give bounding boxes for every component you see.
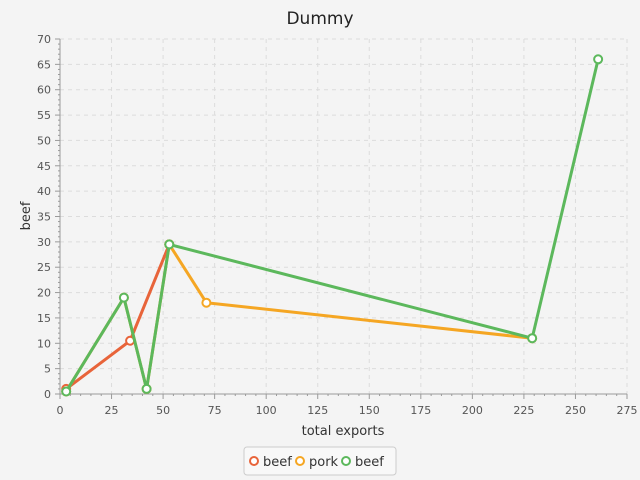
- x-tick-label: 225: [513, 404, 534, 417]
- y-tick-label: 15: [37, 312, 51, 325]
- legend-item[interactable]: beef: [341, 455, 384, 470]
- y-tick-label: 25: [37, 261, 51, 274]
- legend-box: [243, 446, 397, 476]
- legend-marker: [249, 456, 259, 466]
- y-tick-label: 70: [37, 33, 51, 46]
- series-layer: [61, 54, 604, 397]
- x-tick-label: 250: [565, 404, 586, 417]
- data-point[interactable]: [141, 383, 152, 394]
- y-tick-label: 45: [37, 160, 51, 173]
- data-point[interactable]: [118, 292, 129, 303]
- x-tick-label: 175: [410, 404, 431, 417]
- data-point[interactable]: [527, 333, 538, 344]
- legend-label: beef: [263, 455, 292, 470]
- y-tick-label: 60: [37, 84, 51, 97]
- x-tick-label: 150: [359, 404, 380, 417]
- x-tick-label: 125: [307, 404, 328, 417]
- chart-title: Dummy: [286, 9, 353, 29]
- x-axis-title: total exports: [302, 424, 385, 439]
- x-tick-label: 275: [617, 404, 638, 417]
- data-point[interactable]: [61, 386, 72, 397]
- x-tick-label: 50: [156, 404, 170, 417]
- x-tick-label: 75: [208, 404, 222, 417]
- x-tick-label: 100: [256, 404, 277, 417]
- y-tick-label: 10: [37, 337, 51, 350]
- y-tick-label: 0: [44, 388, 51, 401]
- y-tick-label: 35: [37, 211, 51, 224]
- data-point[interactable]: [164, 239, 175, 250]
- series-line: [64, 57, 600, 393]
- grid: [59, 38, 628, 395]
- legend-item[interactable]: beef: [249, 455, 292, 470]
- y-tick-label: 50: [37, 134, 51, 147]
- y-tick-label: 30: [37, 236, 51, 249]
- legend-item[interactable]: pork: [295, 455, 339, 470]
- y-tick-label: 65: [37, 58, 51, 71]
- series-beef-2: [61, 54, 604, 397]
- y-axis-title: beef: [19, 201, 34, 230]
- y-tick-label: 40: [37, 185, 51, 198]
- x-tick-label: 25: [105, 404, 119, 417]
- axes: 0 5 10 15 20 25 30 35 40 45 50 55 60 65 70 0 25 50 75 100 12…: [37, 33, 638, 417]
- data-point[interactable]: [593, 54, 604, 65]
- legend-label: beef: [355, 455, 384, 470]
- x-tick-label: 200: [462, 404, 483, 417]
- legend: beef pork beef: [243, 446, 397, 476]
- legend-marker: [295, 456, 305, 466]
- y-tick-label: 5: [44, 363, 51, 376]
- legend-marker: [341, 456, 351, 466]
- legend-label: pork: [309, 455, 339, 470]
- y-tick-label: 20: [37, 287, 51, 300]
- data-point[interactable]: [201, 297, 212, 308]
- x-tick-label: 0: [57, 404, 64, 417]
- y-tick-label: 55: [37, 109, 51, 122]
